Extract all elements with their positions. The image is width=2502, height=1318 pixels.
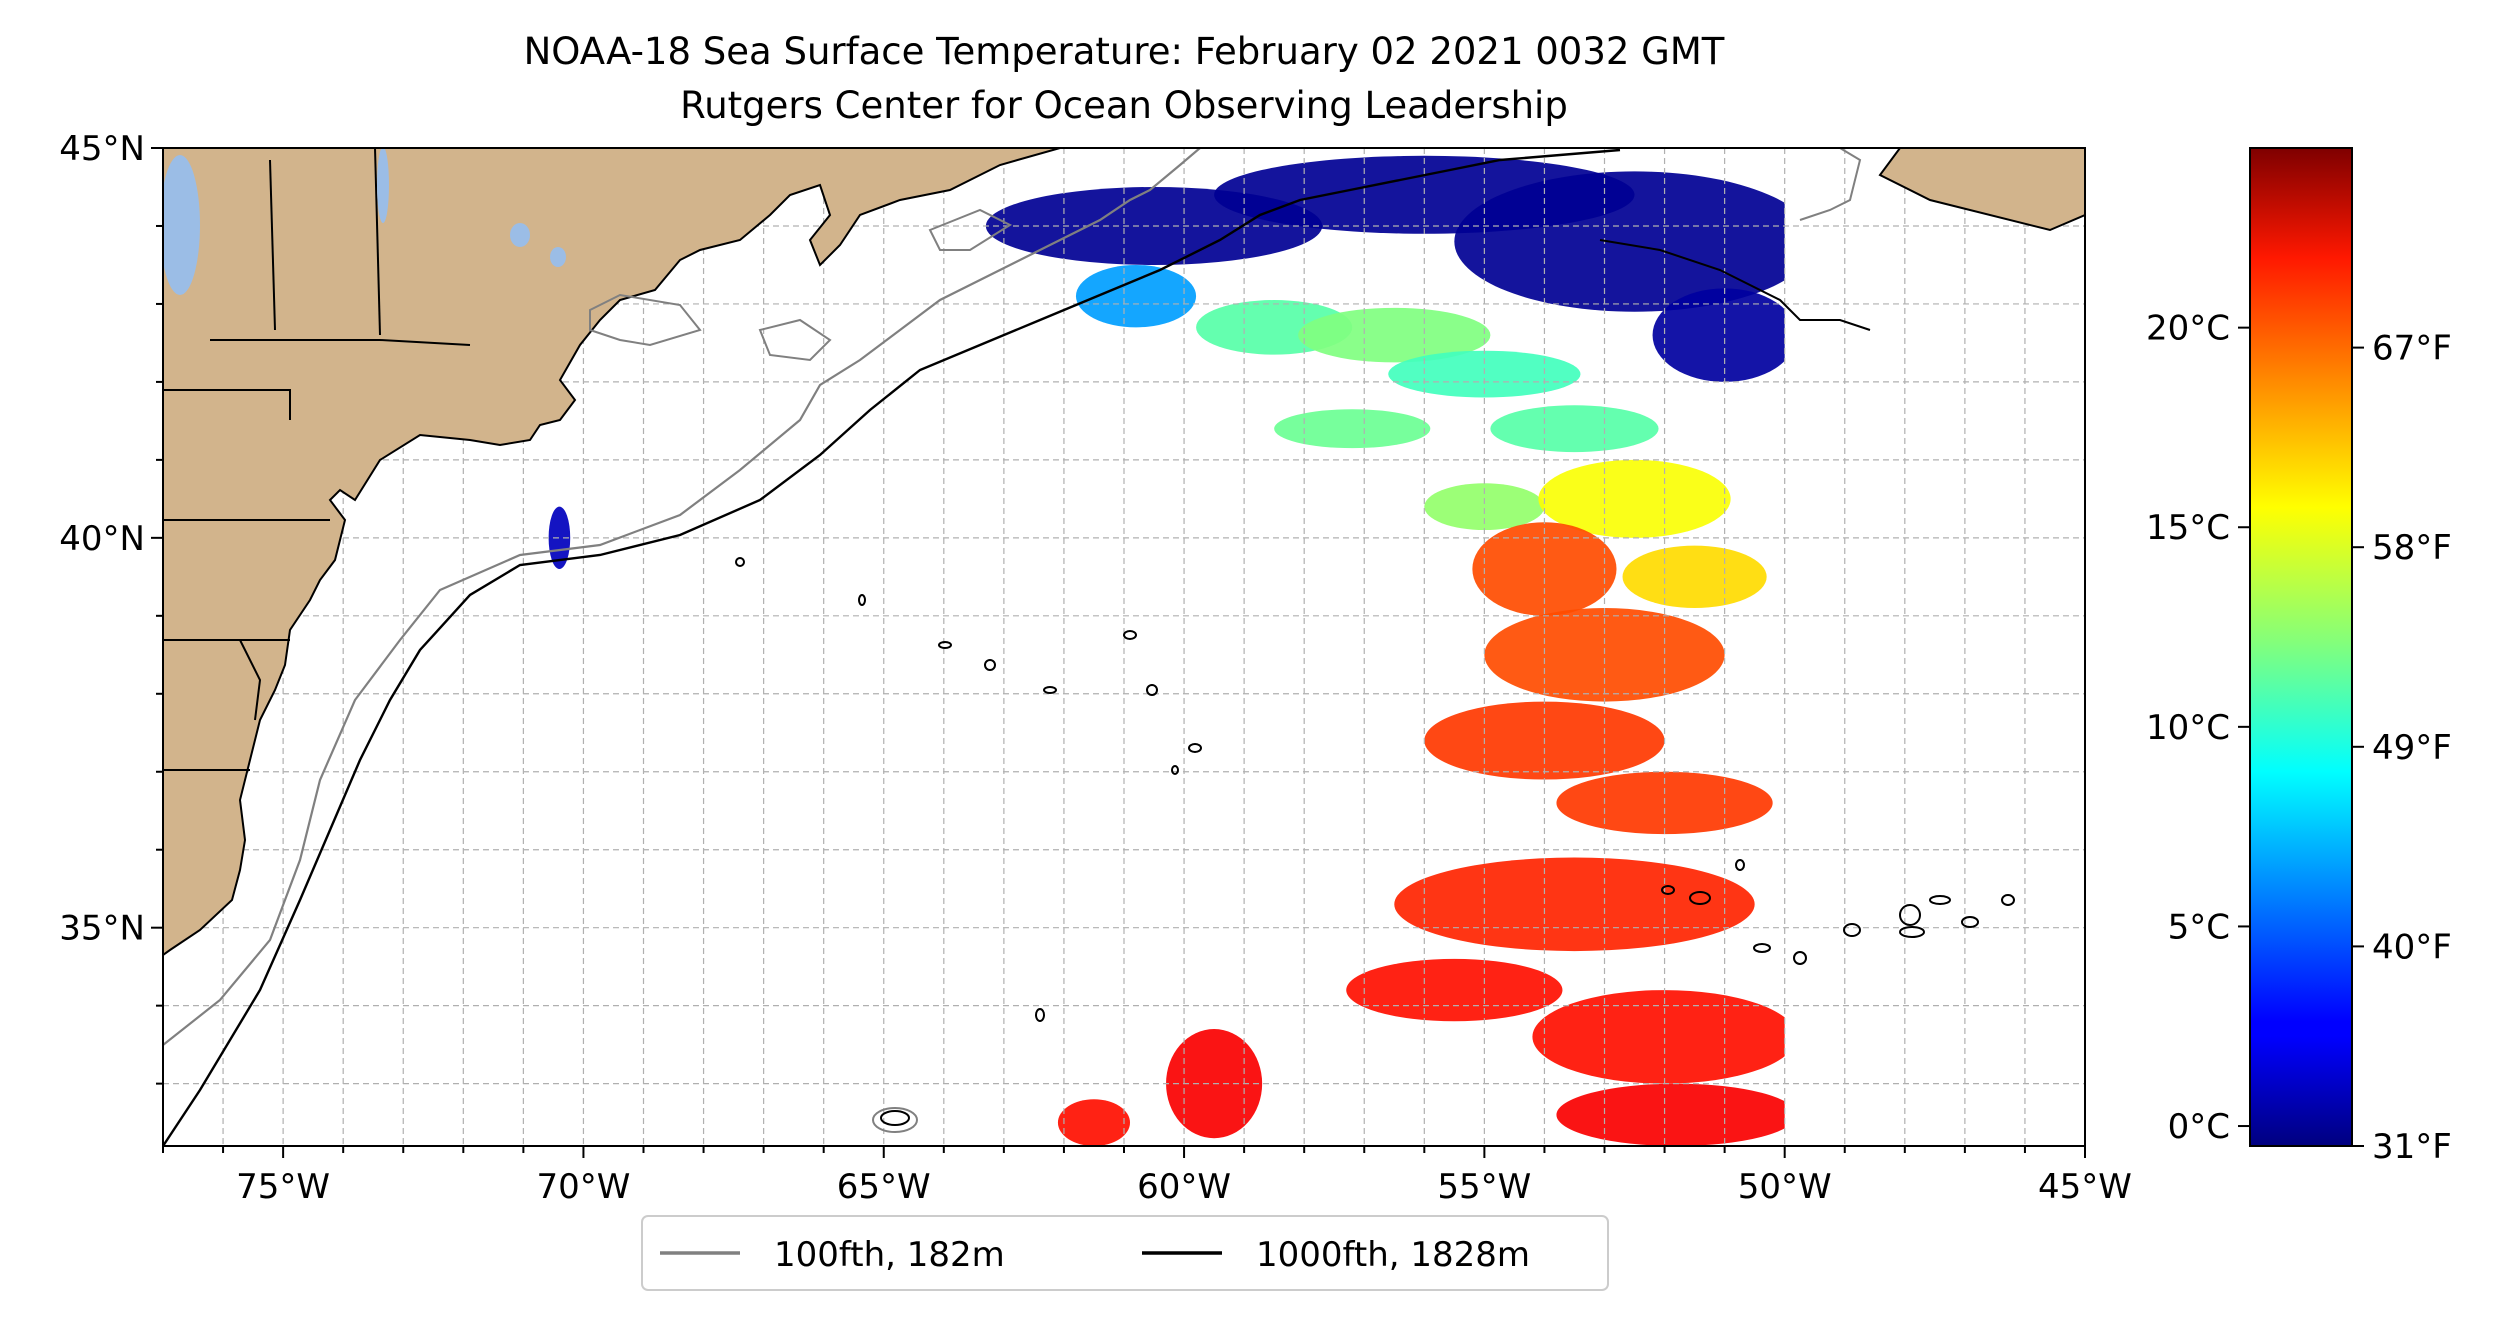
colorbar-celsius-label: 5°C [2168, 907, 2230, 947]
legend-frame [641, 1215, 1609, 1291]
sst-patch [1346, 958, 1563, 1022]
colorbar-gradient [2249, 147, 2353, 1147]
isobath-100fth [163, 148, 1201, 1046]
sst-patch [1490, 405, 1659, 453]
colorbar-fahrenheit-label: 67°F [2372, 329, 2452, 369]
lon-tick-label: 70°W [536, 1167, 630, 1207]
isobath-1000fth-east [1599, 239, 1871, 331]
colorbar-fahrenheit-label: 58°F [2372, 528, 2452, 568]
sst-patch [1556, 1083, 1797, 1146]
lon-tick-label: 60°W [1137, 1167, 1231, 1207]
lat-tick-label: 40°N [59, 519, 145, 559]
map-title-line2: Rutgers Center for Ocean Observing Leade… [680, 84, 1568, 127]
legend-label-100fth: 100fth, 182m [774, 1235, 1005, 1275]
sst-patch [548, 506, 571, 570]
sst-patch [1652, 288, 1797, 382]
colorbar-celsius-label: 20°C [2146, 309, 2230, 349]
graticule [163, 148, 2085, 1146]
colorbar-fahrenheit-label: 40°F [2372, 927, 2452, 967]
lon-tick-label: 55°W [1437, 1167, 1531, 1207]
lat-tick-label: 45°N [59, 129, 145, 169]
bermuda-rise [872, 1107, 918, 1133]
colorbar-celsius-ticks: 0°C 5°C 10°C 15°C 20°C [2146, 309, 2250, 1147]
sst-patch [1454, 171, 1815, 312]
sst-patch [1075, 264, 1197, 328]
lon-tick-label: 45°W [2038, 1167, 2132, 1207]
longitude-axis: 75°W 70°W 65°W 60°W 55°W 50°W 45°W [162, 1146, 2132, 1207]
sst-patch [1532, 990, 1797, 1084]
colorbar-celsius-label: 10°C [2146, 708, 2230, 748]
political-borders [163, 148, 471, 771]
colorbar-celsius-label: 0°C [2168, 1107, 2230, 1147]
land-newfoundland [1878, 148, 2085, 232]
seamounts [735, 557, 2015, 1022]
land-north-america [163, 148, 1061, 957]
colorbar-celsius-label: 15°C [2146, 508, 2230, 548]
sst-patch [1538, 459, 1731, 538]
sst-patch [1274, 409, 1431, 449]
colorbar-fahrenheit-label: 31°F [2372, 1127, 2452, 1167]
lon-tick-label: 75°W [236, 1167, 330, 1207]
lon-tick-label: 65°W [837, 1167, 931, 1207]
colorbar-fahrenheit-ticks: 31°F 40°F 49°F 58°F 67°F [2352, 329, 2452, 1167]
lon-tick-label: 50°W [1738, 1167, 1832, 1207]
isobath-100fth-gulf [589, 148, 1862, 362]
latitude-axis: 45°N 40°N 35°N [59, 129, 163, 1085]
swath-edge-mask [1784, 148, 2085, 1146]
sst-patch [1424, 483, 1545, 531]
map-title-line1: NOAA-18 Sea Surface Temperature: Februar… [524, 30, 1725, 73]
sst-patch [1057, 1099, 1131, 1146]
legend-label-1000fth: 1000fth, 1828m [1256, 1235, 1530, 1275]
colorbar: 0°C 5°C 10°C 15°C 20°C 31°F 40°F 49°F 58°F 67°F [2146, 147, 2452, 1167]
sst-patch [1388, 350, 1581, 398]
isobath-legend: 100fth, 182m 1000fth, 1828m [641, 1215, 1609, 1291]
sst-patch [1622, 545, 1767, 609]
colorbar-fahrenheit-label: 49°F [2372, 728, 2452, 768]
sst-swath [548, 148, 2085, 1146]
lat-tick-label: 35°N [59, 909, 145, 949]
sst-patch [1298, 307, 1491, 363]
isobath-1000fth [163, 148, 1621, 1146]
lakes [163, 148, 566, 295]
map-panel [162, 147, 2086, 1147]
